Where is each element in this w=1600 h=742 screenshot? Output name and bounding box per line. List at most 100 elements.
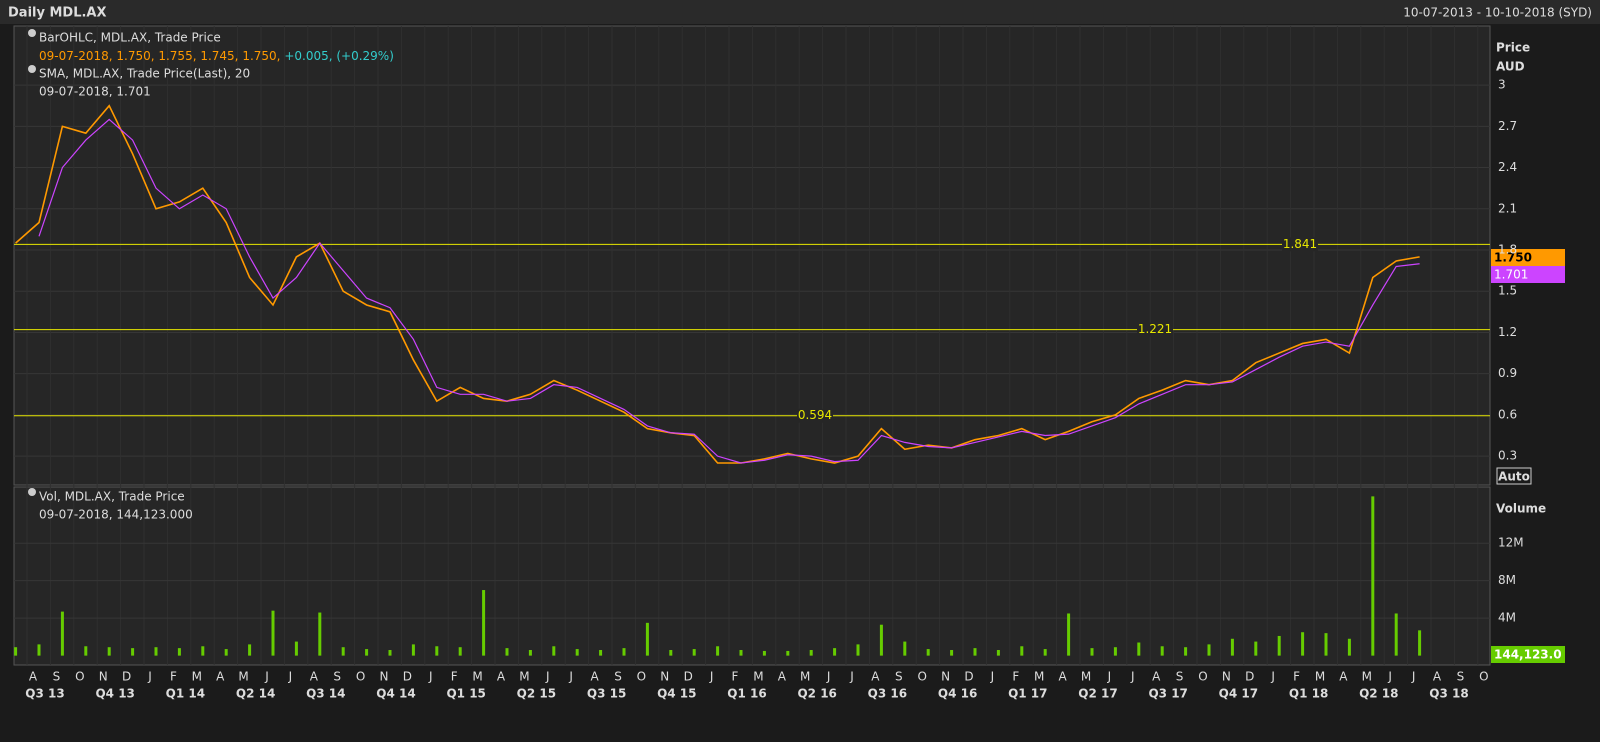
x-tick-label: N	[1222, 670, 1231, 684]
x-tick-label: S	[1176, 670, 1184, 684]
x-tick-label: J	[709, 670, 714, 684]
quarter-label: Q3 15	[587, 687, 626, 701]
x-tick-label: D	[122, 670, 131, 684]
x-tick-label: A	[1433, 670, 1442, 684]
support-label: 1.221	[1138, 322, 1172, 336]
axis-unit: AUD	[1496, 60, 1525, 74]
legend-values: 09-07-2018, 1.750, 1.755, 1.745, 1.750, …	[39, 49, 394, 63]
volume-bar	[224, 649, 228, 656]
x-tick-label: J	[849, 670, 854, 684]
quarter-label: Q4 17	[1219, 687, 1258, 701]
quarter-label: Q4 14	[376, 687, 415, 701]
x-tick-label: A	[1152, 670, 1161, 684]
quarter-label: Q4 13	[95, 687, 134, 701]
x-tick-label: S	[53, 670, 61, 684]
x-tick-label: J	[990, 670, 995, 684]
volume-bar	[879, 624, 883, 656]
price-line	[15, 104, 1420, 464]
quarter-label: Q2 18	[1359, 687, 1398, 701]
volume-bar	[1137, 642, 1141, 656]
auto-button[interactable]	[1496, 467, 1532, 485]
ohlc-change: +0.005, (+0.29%)	[284, 49, 394, 63]
support-label-bg	[1137, 322, 1173, 337]
volume-bar	[248, 644, 252, 656]
volume-bar	[552, 646, 556, 656]
quarter-label: Q3 13	[25, 687, 64, 701]
x-tick-label: J	[1411, 670, 1416, 684]
volume-bar	[1277, 635, 1281, 656]
legend-icon	[28, 488, 36, 496]
volume-bar	[669, 650, 673, 656]
legend-entry: BarOHLC, MDL.AX, Trade Price	[39, 31, 221, 45]
axis-title: Price	[1496, 41, 1530, 55]
volume-badge	[1491, 646, 1565, 663]
y-tick-label: 1.5	[1498, 284, 1517, 298]
y-tick-label: 0.6	[1498, 407, 1517, 421]
x-tick-label: N	[99, 670, 108, 684]
volume-bar	[1324, 633, 1328, 656]
volume-bar	[1301, 632, 1305, 656]
volume-bar	[294, 641, 298, 656]
quarter-label: Q1 15	[446, 687, 485, 701]
x-tick-label: J	[1387, 670, 1392, 684]
volume-bar	[37, 644, 41, 656]
volume-bar	[107, 647, 111, 656]
volume-bar	[388, 650, 392, 656]
quarter-label: Q3 17	[1148, 687, 1187, 701]
volume-bar	[903, 641, 907, 656]
volume-bar	[1184, 647, 1188, 656]
volume-bar	[154, 647, 158, 656]
quarter-label: Q4 15	[657, 687, 696, 701]
x-tick-label: N	[660, 670, 669, 684]
volume-bar	[739, 650, 743, 656]
y-tick-label: 1.2	[1498, 325, 1517, 339]
volume-bar	[1067, 613, 1071, 656]
y-tick-label: 2.1	[1498, 201, 1517, 215]
grid	[14, 26, 1490, 665]
vol-values: 09-07-2018, 144,123.000	[39, 508, 193, 522]
quarter-label: Q1 18	[1289, 687, 1328, 701]
x-tick-label: D	[403, 670, 412, 684]
volume-bar	[786, 650, 790, 656]
y-tick-label: 2.7	[1498, 119, 1517, 133]
volume-bar	[1043, 649, 1047, 656]
x-tick-label: O	[917, 670, 926, 684]
quarter-label: Q2 15	[517, 687, 556, 701]
y-tick-label: 2.4	[1498, 160, 1517, 174]
y-tick-label: 4M	[1498, 611, 1516, 625]
last-badge	[1491, 249, 1565, 266]
last-badge-label: 1.750	[1494, 251, 1532, 265]
x-tick-label: D	[684, 670, 693, 684]
date-range: 10-07-2013 - 10-10-2018 (SYD)	[1403, 6, 1592, 20]
volume-bar	[926, 649, 930, 656]
x-tick-label: M	[192, 670, 202, 684]
chart-title: Daily MDL.AX	[8, 6, 107, 21]
x-tick-label: J	[1107, 670, 1112, 684]
quarter-label: Q1 17	[1008, 687, 1047, 701]
volume-bar	[1090, 648, 1094, 656]
volume-bar	[1347, 638, 1351, 656]
title-bar	[0, 0, 1600, 24]
auto-label[interactable]: Auto	[1498, 470, 1530, 484]
volume-bar	[505, 648, 509, 656]
support-label: 0.594	[798, 408, 832, 422]
volume-bar	[411, 644, 415, 656]
x-tick-label: D	[964, 670, 973, 684]
x-tick-label: J	[1270, 670, 1275, 684]
quarter-label: Q1 16	[727, 687, 766, 701]
volume-bar	[1020, 646, 1024, 656]
x-tick-label: J	[545, 670, 550, 684]
x-tick-label: A	[310, 670, 319, 684]
x-tick-label: F	[1012, 670, 1019, 684]
x-tick-label: F	[451, 670, 458, 684]
x-tick-label: J	[826, 670, 831, 684]
ohlc-values: 09-07-2018, 1.750, 1.755, 1.745, 1.750,	[39, 49, 280, 63]
sma-values: 09-07-2018, 1.701	[39, 85, 151, 99]
legend-entry: SMA, MDL.AX, Trade Price(Last), 20	[39, 67, 250, 81]
volume-bar	[177, 648, 181, 656]
x-tick-label: N	[380, 670, 389, 684]
x-tick-label: S	[614, 670, 622, 684]
quarter-label: Q2 17	[1078, 687, 1117, 701]
y-tick-label: 12M	[1498, 536, 1524, 550]
